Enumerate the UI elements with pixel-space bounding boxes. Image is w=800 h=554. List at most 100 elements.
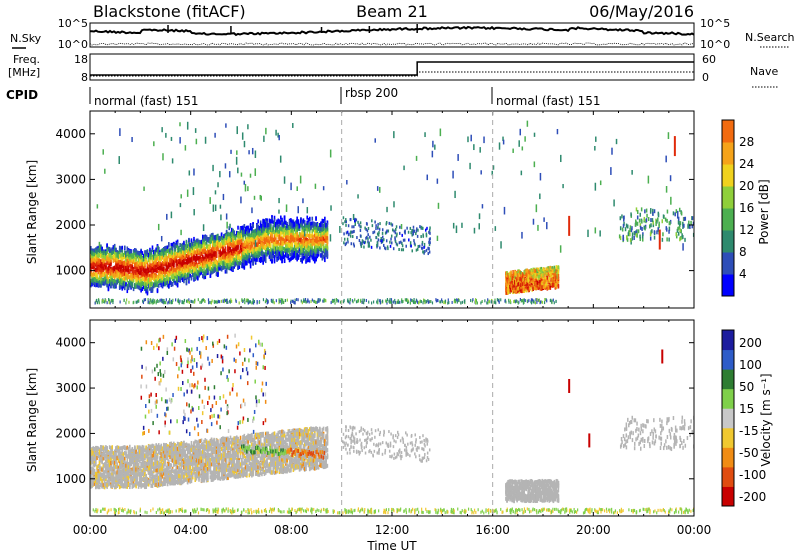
power-cell: [149, 274, 151, 279]
power-cell: [129, 277, 131, 282]
power-cell: [150, 273, 152, 278]
power-cell: [281, 251, 283, 256]
power-cell: [280, 240, 282, 245]
power-cell: [118, 245, 121, 250]
power-cell: [180, 264, 183, 269]
power-cell: [165, 277, 168, 282]
power-cell: [140, 274, 142, 279]
power-cell: [271, 214, 273, 219]
noise-right-tick-top: 10^5: [700, 17, 730, 30]
power-cell: [228, 264, 231, 269]
power-cell: [272, 253, 275, 258]
power-cell: [273, 254, 276, 259]
power-cell: [301, 253, 303, 258]
power-cell: [95, 277, 97, 282]
power-cell: [209, 265, 212, 270]
power-cell: [116, 271, 119, 276]
power-cell: [111, 281, 113, 286]
power-cell: [311, 231, 314, 236]
power-cell: [169, 253, 171, 258]
power-cell: [98, 248, 101, 253]
power-cell: [436, 235, 439, 241]
power-cell: [242, 230, 244, 235]
power-cell: [122, 267, 125, 272]
power-cell: [137, 258, 140, 263]
power-cell: [409, 241, 412, 248]
power-cell: [256, 227, 258, 232]
power-cell: [258, 232, 261, 237]
power-cell: [313, 257, 316, 262]
power-cell: [126, 275, 129, 280]
power-cell: [175, 251, 178, 256]
power-cell: [248, 233, 251, 238]
power-cell: [277, 235, 280, 240]
power-cell: [178, 268, 180, 273]
power-cell: [189, 265, 192, 270]
power-cell: [152, 254, 155, 259]
power-cell: [310, 245, 312, 250]
power-cell: [188, 249, 190, 254]
power-cell: [321, 250, 324, 255]
power-cell: [112, 266, 115, 271]
power-cell: [126, 278, 129, 283]
power-cell: [161, 255, 164, 260]
power-cell: [259, 222, 262, 227]
power-cell: [261, 257, 263, 262]
power-cell: [178, 263, 180, 268]
power-cell: [156, 261, 159, 266]
power-cell: [265, 127, 267, 135]
power-cell: [238, 254, 241, 259]
power-cell: [183, 240, 185, 245]
power-cell: [168, 248, 170, 253]
power-cell: [113, 254, 116, 259]
power-cell: [190, 252, 193, 257]
power-cell: [194, 275, 197, 280]
power-cell: [225, 240, 228, 245]
power-cell: [321, 230, 324, 235]
power-cell: [162, 274, 165, 279]
power-cell: [285, 252, 287, 257]
power-cell: [212, 246, 214, 251]
power-cell: [210, 257, 213, 262]
power-cell: [183, 276, 185, 281]
power-cell: [102, 278, 105, 283]
power-cell: [229, 246, 232, 251]
power-cell: [298, 250, 301, 255]
power-cell: [204, 252, 207, 257]
power-cell: [203, 244, 205, 249]
power-cell: [169, 248, 171, 253]
power-cell: [277, 229, 280, 234]
power-cell: [181, 259, 184, 264]
power-cell: [252, 260, 254, 265]
power-cell: [290, 252, 292, 257]
power-cell: [194, 241, 197, 246]
power-cell: [142, 285, 145, 290]
power-cell: [101, 262, 103, 267]
power-cell: [189, 246, 192, 251]
power-cell: [161, 271, 164, 276]
power-cell: [215, 245, 218, 250]
power-cell: [297, 244, 300, 249]
power-cell: [156, 256, 159, 261]
power-cell: [234, 261, 237, 266]
power-cell: [288, 219, 291, 224]
power-cell: [184, 250, 186, 255]
power-cell: [203, 261, 205, 266]
power-cell: [292, 248, 295, 253]
power-cell: [312, 250, 315, 255]
power-cell: [207, 269, 209, 274]
power-cell: [156, 268, 159, 273]
power-cell: [176, 241, 179, 246]
power-cell: [298, 253, 301, 258]
power-cell: [276, 252, 278, 257]
power-cell: [154, 283, 156, 288]
power-cell: [227, 259, 229, 264]
power-cell: [176, 274, 179, 279]
power-cell: [129, 257, 131, 262]
power-cell: [116, 253, 119, 258]
power-cell: [191, 265, 194, 270]
power-cell: [193, 243, 195, 248]
power-cell: [196, 250, 199, 255]
power-cell: [171, 259, 174, 264]
power-cell: [193, 276, 195, 281]
